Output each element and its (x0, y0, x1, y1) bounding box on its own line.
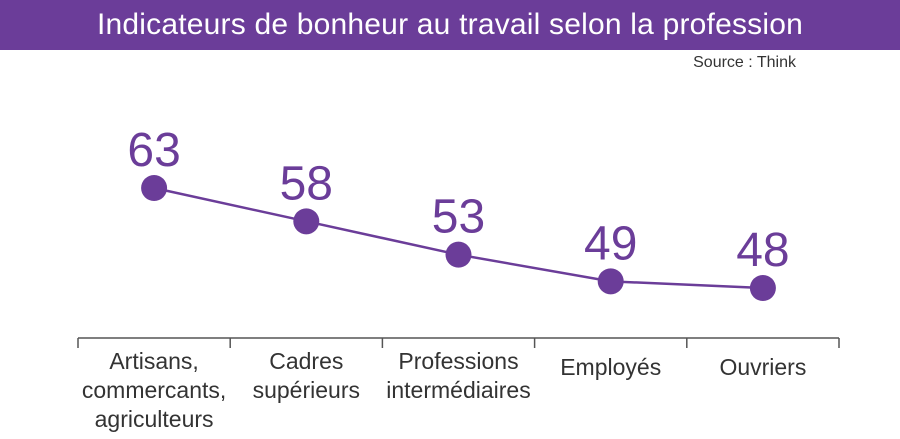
source-note: Source : Think (693, 54, 796, 71)
category-label: Professions intermédiaires (386, 348, 530, 403)
data-point (445, 241, 472, 268)
data-label: 49 (584, 217, 637, 270)
category-label: Employés (560, 354, 661, 380)
chart-title: Indicateurs de bonheur au travail selon … (96, 8, 804, 41)
data-label: 63 (127, 124, 180, 177)
category-label: Artisans, commercants, agriculteurs (82, 348, 226, 432)
data-point (293, 208, 320, 235)
data-label: 53 (432, 191, 485, 244)
category-label: Ouvriers (719, 354, 806, 380)
data-label: 48 (736, 224, 789, 277)
data-label: 58 (280, 157, 333, 210)
category-label: Cadres supérieurs (253, 348, 360, 403)
data-point (141, 175, 168, 201)
data-point (597, 268, 624, 295)
data-point (749, 275, 776, 301)
title-bar: Indicateurs de bonheur au travail selon … (0, 0, 900, 50)
